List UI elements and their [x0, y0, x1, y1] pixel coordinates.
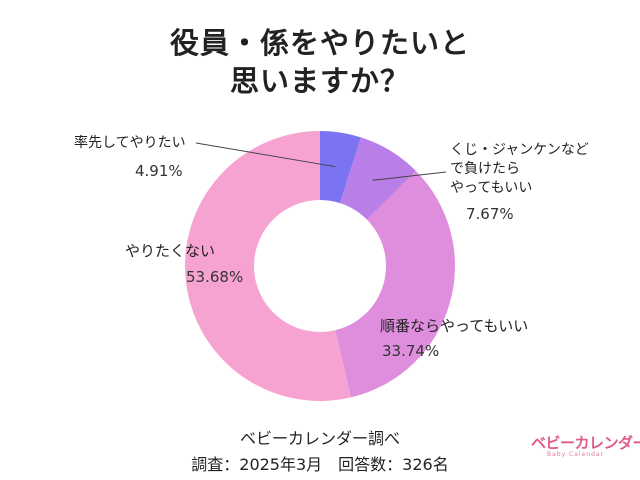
brand-logo-subtext: Baby Calendar	[547, 451, 605, 458]
donut-slice-in-turn	[335, 171, 456, 398]
chart-title-line-2: 思いますか？	[229, 64, 410, 98]
brand-logo-text: ベビーカレンダー	[531, 434, 640, 452]
slice-label-line: 率先してやりたい	[74, 135, 186, 151]
slice-label-line: で負けたら	[450, 161, 520, 177]
slice-label-line: 順番ならやってもいい	[380, 317, 529, 335]
leader-line-leading	[195, 142, 336, 168]
slice-label-in-turn: 順番ならやってもいい	[380, 318, 528, 335]
slice-value-leading: 4.91%	[135, 162, 183, 180]
slice-label-lottery: くじ・ジャンケンなど で負けたら やってもいい	[450, 141, 589, 198]
slice-value-lottery: 7.67%	[466, 205, 514, 223]
slice-label-unwilling: やりたくない	[125, 243, 215, 260]
slice-value-in-turn: 33.74%	[382, 342, 440, 360]
slice-label-line: やりたくない	[125, 242, 216, 260]
slice-label-line: やってもいい	[450, 180, 533, 196]
slice-label-line: くじ・ジャンケンなど	[450, 142, 589, 158]
chart-title-line-1: 役員・係をやりたいと	[169, 26, 470, 60]
leader-line-lottery	[372, 171, 447, 181]
survey-source: ベビーカレンダー調べ	[239, 429, 400, 448]
chart-title: 役員・係をやりたいと 思いますか？	[0, 24, 640, 100]
brand-logo: ベビーカレンダー Baby Calendar	[531, 432, 640, 458]
donut-slice-unwilling	[185, 131, 351, 401]
survey-details: 調査：2025年3月 回答数：326名	[191, 455, 449, 474]
slice-value-unwilling: 53.68%	[186, 268, 244, 286]
slice-label-leading: 率先してやりたい	[74, 135, 186, 152]
donut-slice-lottery	[340, 137, 416, 220]
donut-slice-leading	[320, 131, 361, 204]
